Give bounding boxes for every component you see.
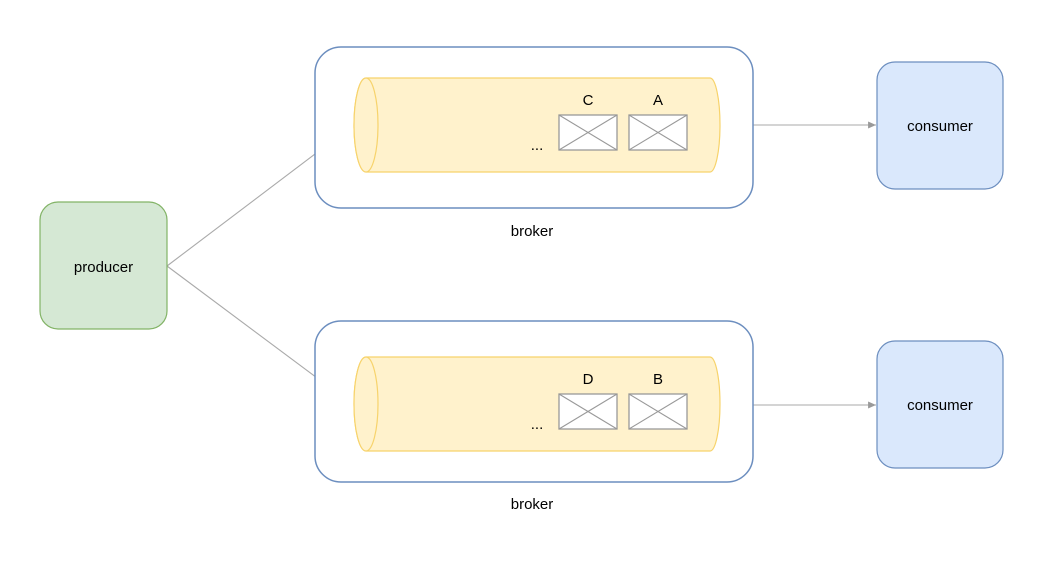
consumer-2-label: consumer	[907, 397, 973, 414]
queue-1-front-cap	[353, 77, 379, 173]
consumer-1-node[interactable]: consumer	[876, 61, 1004, 190]
queue-2-ellipsis: ...	[531, 416, 544, 433]
broker-2[interactable]: ... D B broker	[314, 320, 754, 513]
producer-box	[39, 201, 168, 330]
consumer-1-box	[876, 61, 1004, 190]
consumer-1-label: consumer	[907, 118, 973, 135]
consumer-2-box	[876, 340, 1004, 469]
queue-2-front-cap	[353, 356, 379, 452]
message-d-label: D	[583, 371, 594, 388]
message-a-label: A	[653, 92, 663, 109]
broker-2-label: broker	[511, 496, 554, 513]
consumer-2-node[interactable]: consumer	[876, 340, 1004, 469]
message-b-label: B	[653, 371, 663, 388]
message-c: C	[558, 92, 618, 151]
producer-label: producer	[74, 259, 133, 276]
producer-node[interactable]: producer	[39, 201, 168, 330]
message-b: B	[628, 371, 688, 430]
queue-1-ellipsis: ...	[531, 137, 544, 154]
message-d: D	[558, 371, 618, 430]
message-a: A	[628, 92, 688, 151]
broker-1[interactable]: ... C A broker	[314, 46, 754, 240]
broker-1-label: broker	[511, 223, 554, 240]
message-c-label: C	[583, 92, 594, 109]
